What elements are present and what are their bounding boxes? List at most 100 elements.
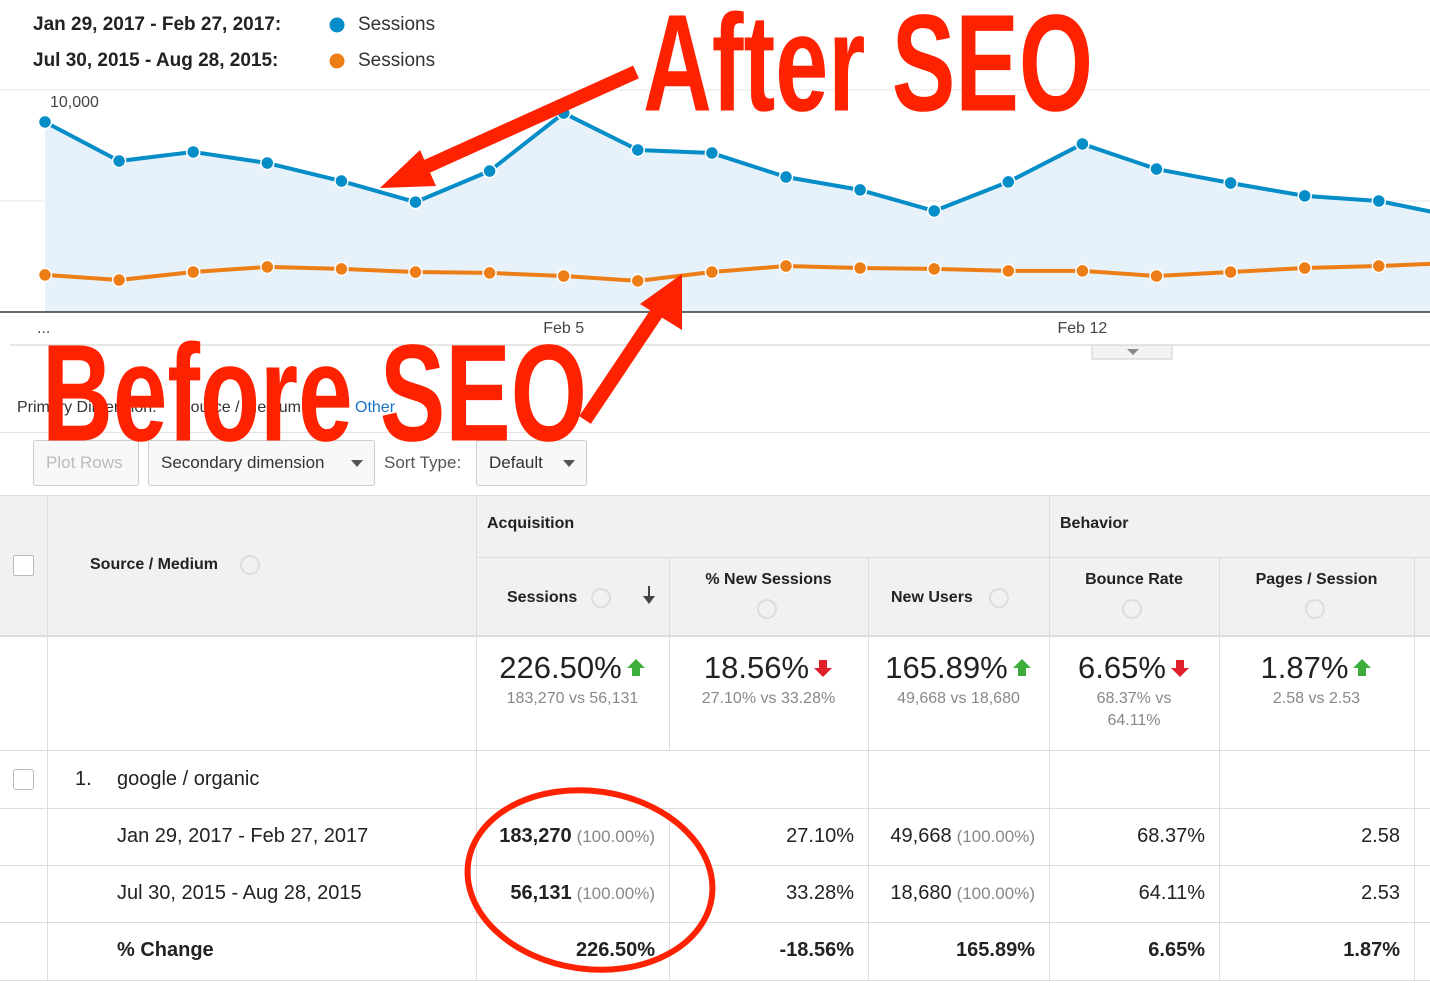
cell-value: 56,131 — [510, 882, 572, 904]
data-point — [704, 264, 720, 280]
data-point — [185, 264, 201, 280]
secondary-dimension-dropdown[interactable]: Secondary dimension — [148, 440, 375, 486]
data-point — [704, 145, 720, 161]
table-cell: 33.28% — [669, 882, 854, 905]
header-bottom-border — [0, 635, 1430, 637]
cell-value: 27.10% — [786, 825, 854, 847]
table-cell: 165.89% — [868, 939, 1035, 962]
data-point — [1075, 136, 1090, 152]
x-tick-label: Feb 5 — [543, 320, 584, 337]
primary-dimension-label: Primary Dimension: — [17, 399, 157, 416]
column-header[interactable]: New Users — [891, 589, 973, 606]
primary-dimension-other[interactable]: Other — [355, 399, 396, 416]
cell-value: 226.50% — [576, 939, 655, 961]
help-icon[interactable] — [1122, 599, 1142, 619]
trend-arrow — [814, 660, 833, 677]
primary-dimension-value: Source / Medium — [180, 399, 301, 416]
cell-share: (100.00%) — [576, 884, 655, 903]
column-divider — [868, 557, 869, 980]
trend-arrow — [1170, 660, 1189, 677]
table-cell: 2.53 — [1219, 882, 1400, 905]
cell-value: 6.65% — [1148, 939, 1205, 961]
series-line — [44, 111, 1430, 214]
column-header[interactable]: Bounce Rate — [1085, 571, 1183, 588]
sort-type-dropdown[interactable]: Default — [476, 440, 587, 486]
help-icon[interactable] — [756, 599, 777, 619]
data-point — [260, 155, 275, 171]
separator — [0, 432, 1430, 433]
help-icon[interactable] — [989, 588, 1009, 608]
column-divider — [47, 495, 48, 980]
total-value: 165.89% — [885, 650, 1031, 686]
dropdown-caret — [351, 460, 363, 467]
header-checkbox[interactable] — [13, 555, 34, 576]
table-cell: 64.11% — [1049, 882, 1205, 905]
column-header[interactable]: Sessions — [507, 589, 578, 606]
group-header: Behavior — [1060, 515, 1129, 532]
column-header[interactable]: % New Sessions — [705, 571, 832, 588]
total-value: 226.50% — [499, 650, 645, 686]
data-point — [482, 163, 497, 179]
data-point — [37, 267, 53, 283]
cell-value: 183,270 — [499, 825, 572, 847]
data-point — [37, 114, 53, 130]
data-point — [926, 203, 942, 219]
row-index: 1. — [75, 768, 92, 790]
resize-arrow — [1127, 349, 1139, 355]
total-detail: 68.37% vs 64.11% — [1096, 690, 1172, 729]
data-point — [556, 105, 571, 121]
trend-arrow — [1353, 659, 1372, 676]
help-icon[interactable] — [240, 555, 260, 575]
data-point — [408, 194, 423, 210]
data-point — [1149, 268, 1164, 284]
row-border — [0, 922, 1430, 923]
row-checkbox[interactable] — [13, 769, 34, 790]
data-point — [630, 142, 646, 158]
column-divider — [669, 557, 670, 750]
cell-value: 49,668 — [890, 825, 952, 847]
column-header[interactable]: Source / Medium — [90, 556, 219, 573]
table-cell: 18,680 (100.00%) — [868, 882, 1035, 905]
help-icon[interactable] — [591, 588, 611, 608]
table-cell: 2.58 — [1219, 825, 1400, 848]
cell-value: 68.37% — [1137, 825, 1205, 847]
table-cell: -18.56% — [669, 939, 855, 962]
table-cell: 226.50% — [476, 939, 655, 962]
data-point — [111, 153, 127, 169]
total-cell: 1.87% 2.58 vs 2.53 — [1219, 650, 1414, 750]
series-line — [44, 261, 1430, 283]
data-point — [1001, 174, 1016, 190]
data-point — [1001, 263, 1016, 279]
totals-bottom-border — [0, 750, 1430, 751]
data-point — [1149, 161, 1164, 177]
table-cell: 27.10% — [669, 825, 854, 848]
trend-arrow — [1012, 659, 1031, 676]
data-point — [852, 260, 868, 276]
column-header[interactable]: Pages / Session — [1255, 571, 1378, 588]
total-cell: 18.56% 27.10% vs 33.28% — [669, 650, 868, 750]
total-detail: 2.58 vs 2.53 — [1272, 690, 1361, 707]
total-value: 18.56% — [704, 650, 833, 686]
subrow-label: % Change — [117, 939, 214, 961]
total-detail: 27.10% vs 33.28% — [701, 690, 836, 707]
row-label[interactable]: google / organic — [117, 768, 260, 790]
column-divider — [1219, 557, 1220, 980]
cell-value: 165.89% — [956, 939, 1035, 961]
total-value: 6.65% — [1078, 650, 1190, 686]
data-point — [926, 261, 942, 277]
total-detail: 183,270 vs 56,131 — [506, 690, 639, 707]
series-area — [45, 113, 1430, 312]
total-detail: 49,668 vs 18,680 — [897, 690, 1020, 707]
data-point — [185, 144, 201, 160]
help-icon[interactable] — [1304, 599, 1325, 619]
data-point — [778, 169, 794, 185]
y-tick-label: 10,000 — [50, 94, 99, 111]
legend-period: Jan 29, 2017 - Feb 27, 2017: — [33, 14, 281, 35]
chart: Jan 29, 2017 - Feb 27, 2017: Sessions Jul … — [0, 14, 1430, 360]
total-value: 1.87% — [1261, 650, 1373, 686]
table-header-bg — [0, 495, 1430, 635]
row-border — [0, 808, 1430, 809]
group-divider — [476, 557, 1430, 558]
row-border — [0, 865, 1430, 866]
plot-rows-button[interactable]: Plot Rows — [33, 440, 139, 486]
